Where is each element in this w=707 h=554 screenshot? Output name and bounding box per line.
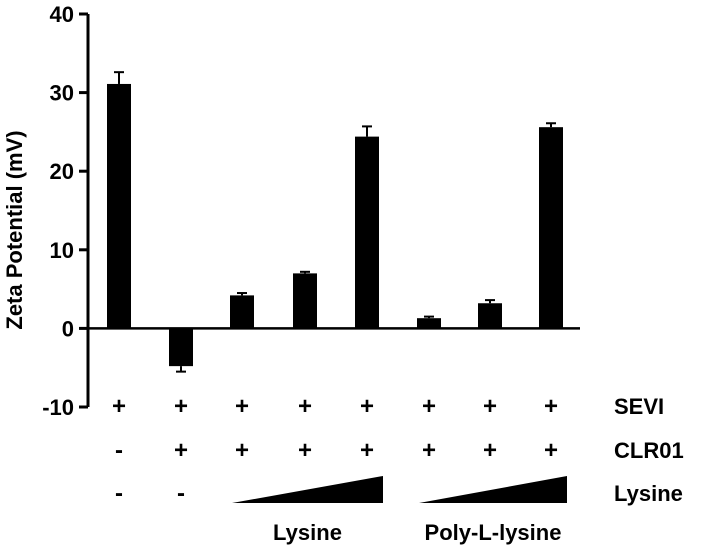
row-label: Lysine: [614, 481, 683, 506]
y-tick-label: 30: [50, 81, 74, 106]
bar: [169, 328, 193, 367]
bar: [478, 303, 502, 329]
condition-sign: +: [544, 437, 558, 464]
bar: [417, 318, 441, 329]
condition-sign: +: [422, 437, 436, 464]
condition-sign: +: [112, 393, 126, 420]
condition-sign: -: [115, 437, 123, 464]
condition-sign: -: [177, 480, 185, 507]
y-tick-label: 10: [50, 238, 74, 263]
condition-sign: +: [235, 437, 249, 464]
condition-sign: +: [483, 437, 497, 464]
bar: [230, 295, 254, 329]
y-tick-label: 20: [50, 159, 74, 184]
condition-sign: +: [298, 437, 312, 464]
bar: [355, 136, 379, 329]
y-tick-label: -10: [42, 395, 74, 420]
group-label: Lysine: [273, 520, 342, 545]
condition-sign: -: [115, 480, 123, 507]
row-label: SEVI: [614, 394, 664, 419]
bar: [107, 83, 131, 329]
condition-sign: +: [174, 393, 188, 420]
concentration-wedge: [232, 476, 383, 503]
row-label: CLR01: [614, 438, 684, 463]
condition-sign: +: [544, 393, 558, 420]
condition-sign: +: [422, 393, 436, 420]
condition-sign: +: [360, 437, 374, 464]
condition-sign: +: [174, 437, 188, 464]
y-axis-label: Zeta Potential (mV): [2, 130, 27, 329]
condition-sign: +: [483, 393, 497, 420]
y-tick-label: 0: [62, 316, 74, 341]
group-label: Poly-L-lysine: [425, 520, 562, 545]
bar: [539, 127, 563, 329]
concentration-wedge: [419, 476, 567, 503]
y-tick-label: 40: [50, 2, 74, 27]
condition-sign: +: [298, 393, 312, 420]
bar: [293, 273, 317, 329]
condition-sign: +: [360, 393, 374, 420]
condition-sign: +: [235, 393, 249, 420]
